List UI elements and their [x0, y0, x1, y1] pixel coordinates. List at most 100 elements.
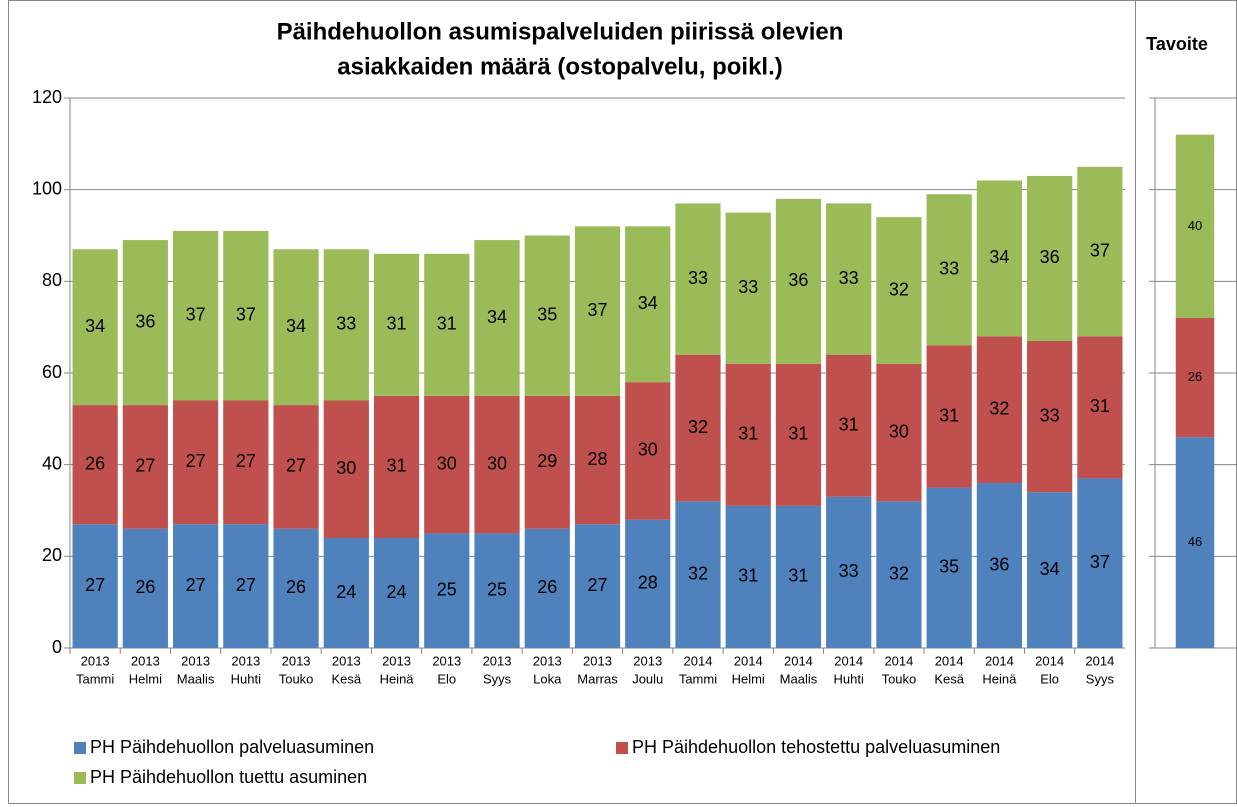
- data-label: 34: [638, 293, 658, 313]
- bar-segment: [876, 217, 922, 364]
- data-label: 34: [286, 316, 306, 336]
- bar-segment: [976, 180, 1023, 337]
- data-label: 33: [1040, 405, 1060, 425]
- bar-segment: [1175, 318, 1215, 438]
- legend-swatch: [74, 742, 86, 754]
- bar-segment: [122, 240, 168, 406]
- data-label: 26: [286, 577, 306, 597]
- x-tick-label: Elo: [437, 671, 456, 686]
- bar-segment: [675, 203, 721, 355]
- data-label: 33: [336, 314, 356, 334]
- x-tick-label: 2014: [734, 653, 763, 668]
- data-label: 36: [788, 270, 808, 290]
- bar-segment: [373, 253, 420, 396]
- x-tick-label: Tammi: [679, 671, 717, 686]
- bar-segment: [826, 203, 872, 355]
- panel-title: Tavoite: [1146, 34, 1208, 54]
- bar-segment: [1175, 134, 1215, 318]
- legend-swatch: [74, 772, 86, 784]
- bar-segment: [926, 487, 972, 648]
- x-tick-label: 2014: [1035, 653, 1064, 668]
- bar-segment: [725, 505, 771, 648]
- data-label: 35: [939, 557, 959, 577]
- bar-segment: [323, 249, 369, 401]
- legend-swatch: [616, 742, 628, 754]
- bar-segment: [474, 533, 520, 648]
- legend-label: PH Päihdehuollon tuettu asuminen: [90, 767, 367, 787]
- data-label: 25: [437, 579, 457, 599]
- x-tick-label: Huhti: [834, 671, 864, 686]
- data-label: 31: [939, 405, 959, 425]
- bar-segment: [926, 345, 972, 488]
- x-tick-label: 2013: [282, 653, 311, 668]
- data-label: 31: [788, 566, 808, 586]
- data-label: 27: [186, 451, 206, 471]
- bar-segment: [72, 524, 118, 648]
- bar-segment: [424, 533, 470, 648]
- x-tick-label: 2014: [1085, 653, 1114, 668]
- data-label: 40: [1188, 218, 1202, 233]
- bar-segment: [876, 501, 922, 648]
- bar-segment: [122, 405, 168, 529]
- legend-label: PH Päihdehuollon palveluasuminen: [90, 737, 374, 757]
- data-label: 37: [1090, 240, 1110, 260]
- data-label: 46: [1188, 534, 1202, 549]
- bar-segment: [574, 395, 621, 525]
- data-label: 27: [236, 451, 256, 471]
- bar-segment: [976, 336, 1023, 483]
- data-label: 27: [587, 575, 607, 595]
- y-tick-label: 40: [42, 453, 62, 473]
- data-label: 32: [989, 398, 1009, 418]
- x-tick-label: 2013: [332, 653, 361, 668]
- x-tick-label: Maalis: [177, 671, 215, 686]
- data-label: 30: [336, 458, 356, 478]
- data-label: 37: [186, 304, 206, 324]
- x-tick-label: Kesä: [934, 671, 964, 686]
- data-label: 36: [135, 311, 155, 331]
- x-tick-label: Tammi: [76, 671, 114, 686]
- data-label: 26: [537, 577, 557, 597]
- bar-segment: [122, 528, 168, 648]
- data-label: 36: [989, 554, 1009, 574]
- bar-segment: [625, 226, 671, 383]
- data-label: 28: [638, 573, 658, 593]
- bar-segment: [424, 253, 470, 396]
- data-label: 27: [85, 575, 105, 595]
- data-label: 30: [437, 453, 457, 473]
- x-tick-label: 2013: [483, 653, 512, 668]
- bar-segment: [725, 363, 771, 506]
- bar-segment: [273, 249, 319, 406]
- x-tick-label: 2014: [784, 653, 813, 668]
- bar-segment: [1175, 437, 1215, 648]
- bar-segment: [826, 354, 872, 497]
- x-tick-label: Heinä: [982, 671, 1017, 686]
- y-tick-label: 60: [42, 362, 62, 382]
- x-tick-label: 2013: [633, 653, 662, 668]
- data-label: 32: [688, 417, 708, 437]
- x-tick-label: Helmi: [732, 671, 765, 686]
- bar-segment: [273, 528, 319, 648]
- data-label: 33: [738, 277, 758, 297]
- data-label: 27: [186, 575, 206, 595]
- data-label: 31: [738, 566, 758, 586]
- bar-segment: [72, 405, 118, 525]
- bar-segment: [424, 395, 470, 534]
- chart-title: asiakkaiden määrä (ostopalvelu, poikl.): [337, 53, 783, 80]
- data-label: 34: [989, 247, 1009, 267]
- x-tick-label: 2013: [131, 653, 160, 668]
- x-tick-label: 2013: [181, 653, 210, 668]
- data-label: 33: [839, 561, 859, 581]
- data-label: 30: [487, 453, 507, 473]
- bar-segment: [1027, 340, 1073, 493]
- data-label: 27: [236, 575, 256, 595]
- x-tick-label: Syys: [1086, 671, 1115, 686]
- x-tick-label: Maalis: [780, 671, 818, 686]
- x-tick-label: Huhti: [231, 671, 261, 686]
- bar-segment: [223, 230, 269, 401]
- y-tick-label: 20: [42, 545, 62, 565]
- data-label: 33: [939, 259, 959, 279]
- x-tick-label: Marras: [577, 671, 618, 686]
- x-tick-label: 2013: [231, 653, 260, 668]
- data-label: 31: [387, 314, 407, 334]
- x-tick-label: Helmi: [129, 671, 162, 686]
